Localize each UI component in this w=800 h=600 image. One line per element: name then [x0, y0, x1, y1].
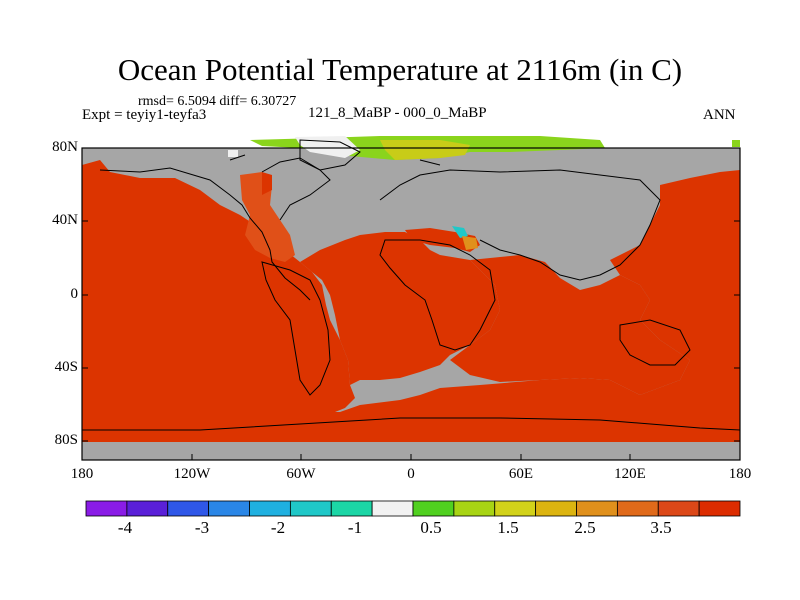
colorbar-label: 1.5: [497, 518, 519, 537]
coast-antarctica: [82, 417, 741, 431]
coast-south-america: [261, 261, 331, 396]
colorbar-label: -2: [270, 518, 286, 537]
ocean-southern: [82, 378, 740, 442]
season-label: ANN: [703, 107, 736, 123]
ocean-atlantic: [300, 232, 500, 385]
ocean-labrador: [262, 172, 272, 195]
colorbar-label: 0.5: [420, 518, 442, 537]
coast-greenland: [299, 139, 361, 171]
coast-africa: [379, 239, 496, 351]
colorbar-swatch: [576, 500, 618, 517]
axis-ticks: [81, 147, 741, 460]
lat-label-80n: 80N: [52, 139, 78, 155]
ocean-indian: [450, 255, 690, 395]
ocean-east-pacific: [82, 160, 355, 430]
colorbar-swatch: [249, 500, 291, 517]
colorbar-swatch: [85, 500, 128, 517]
lon-label-60e: 60E: [508, 466, 534, 482]
ocean-arctic-white: [295, 136, 360, 158]
period-subtitle: 121_8_MaBP - 000_0_MaBP: [308, 105, 487, 121]
lat-label-40n: 40N: [52, 212, 78, 228]
experiment-label: Expt = teyiy1-teyfa3: [82, 107, 207, 123]
colorbar-swatch: [535, 500, 577, 517]
coast-australia: [619, 319, 691, 366]
lon-label-120e: 120E: [614, 466, 646, 482]
ocean-med-orange: [462, 236, 478, 250]
colorbar-swatch: [412, 500, 455, 517]
colorbar-label: -1: [347, 518, 363, 537]
lat-label-80s: 80S: [54, 432, 78, 448]
ocean-west-pacific: [590, 170, 740, 440]
colorbar-label: -3: [194, 518, 210, 537]
lon-label-120w: 120W: [173, 466, 211, 482]
colorbar-label: 3.5: [650, 518, 672, 537]
colorbar-swatch: [167, 500, 210, 517]
colorbar-swatch: [494, 500, 537, 517]
ocean-arctic-yellow: [380, 140, 470, 160]
coastlines: [82, 139, 741, 431]
colorbar-swatch: [330, 500, 373, 517]
ocean-med-cyan: [452, 226, 468, 238]
lon-label-180e: 180: [728, 466, 752, 482]
colorbar-swatch: [208, 500, 250, 517]
ocean-arctic-speck-east: [732, 140, 740, 147]
ocean-fills: [82, 136, 740, 442]
rmsd-diff-stats: rmsd= 6.5094 diff= 6.30727: [138, 94, 297, 109]
colorbar-swatch: [453, 500, 496, 517]
coast-eurasia: [379, 159, 661, 281]
colorbar-swatch: [698, 500, 741, 517]
colorbar-swatch: [126, 500, 169, 517]
coast-north-america: [99, 154, 331, 301]
colorbar-swatch: [657, 500, 700, 517]
colorbar-label: 2.5: [574, 518, 596, 537]
lat-label-40s: 40S: [54, 359, 78, 375]
ocean-north-atlantic: [240, 172, 295, 262]
plot-title: Ocean Potential Temperature at 2116m (in…: [117, 52, 683, 87]
lon-label-180w: 180: [70, 466, 94, 482]
colorbar-swatch: [371, 500, 414, 517]
lat-label-0: 0: [70, 286, 79, 302]
lon-label-60w: 60W: [286, 466, 316, 482]
colorbar-swatch: [289, 500, 332, 517]
colorbar-swatch: [616, 500, 659, 517]
colorbar-label: -4: [117, 518, 133, 537]
ocean-arctic-speck: [228, 150, 238, 157]
lon-label-0: 0: [407, 466, 415, 482]
